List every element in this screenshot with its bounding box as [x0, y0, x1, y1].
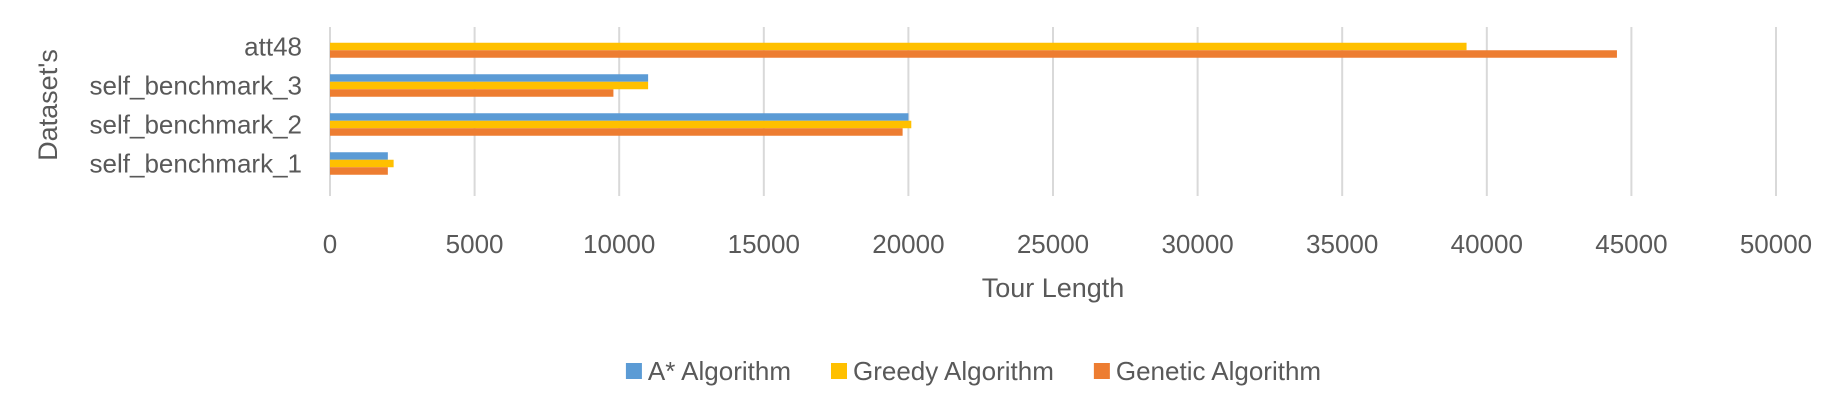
bar-greedy-algorithm-self_benchmark_2 [330, 120, 912, 129]
legend-item-greedy-algorithm: Greedy Algorithm [830, 356, 1054, 386]
x-tick-label: 50000 [1740, 229, 1812, 259]
y-tick-label: self_benchmark_1 [90, 149, 302, 179]
bar-greedy-algorithm-self_benchmark_1 [330, 159, 394, 168]
x-tick-label: 20000 [872, 229, 944, 259]
bar-genetic-algorithm-self_benchmark_3 [330, 89, 614, 97]
x-tick-label: 35000 [1306, 229, 1378, 259]
x-axis-title: Tour Length [982, 273, 1125, 303]
x-tick-label: 45000 [1595, 229, 1667, 259]
x-tick-label: 25000 [1017, 229, 1089, 259]
bar-genetic-algorithm-self_benchmark_1 [330, 167, 388, 175]
x-tick-label: 15000 [728, 229, 800, 259]
y-tick-label: self_benchmark_3 [90, 71, 302, 101]
bar-genetic-algorithm-att48 [330, 50, 1617, 58]
legend-label: A* Algorithm [648, 356, 791, 386]
x-tick-label: 10000 [583, 229, 655, 259]
bar-greedy-algorithm-att48 [330, 42, 1467, 51]
legend-label: Genetic Algorithm [1116, 356, 1321, 386]
y-tick-label: att48 [244, 32, 302, 62]
legend: A* Algorithm Greedy Algorithm Genetic Algo… [625, 356, 1321, 386]
y-tick-labels: self_benchmark_1 self_benchmark_2 self_ben… [90, 32, 302, 179]
y-tick-label: self_benchmark_2 [90, 110, 302, 140]
legend-label: Greedy Algorithm [853, 356, 1054, 386]
x-tick-label: 0 [323, 229, 337, 259]
bar-greedy-algorithm-self_benchmark_3 [330, 81, 649, 90]
bar-a-algorithm-self_benchmark_1 [330, 152, 388, 160]
bar-a-algorithm-self_benchmark_2 [330, 113, 909, 121]
x-tick-label: 40000 [1451, 229, 1523, 259]
bar-genetic-algorithm-self_benchmark_2 [330, 128, 903, 136]
legend-item-a-algorithm: A* Algorithm [625, 356, 791, 386]
x-tick-labels: 0 5000 10000 15000 20000 25000 30000 35000 40000… [323, 229, 1812, 259]
legend-swatch [625, 363, 642, 379]
y-axis-title: Dataset's [33, 49, 63, 161]
bar-a-algorithm-self_benchmark_3 [330, 74, 649, 82]
x-tick-label: 30000 [1161, 229, 1233, 259]
bars [330, 42, 1617, 175]
legend-swatch [1093, 363, 1110, 379]
legend-swatch [830, 363, 847, 379]
legend-item-genetic-algorithm: Genetic Algorithm [1093, 356, 1321, 386]
x-tick-label: 5000 [446, 229, 504, 259]
